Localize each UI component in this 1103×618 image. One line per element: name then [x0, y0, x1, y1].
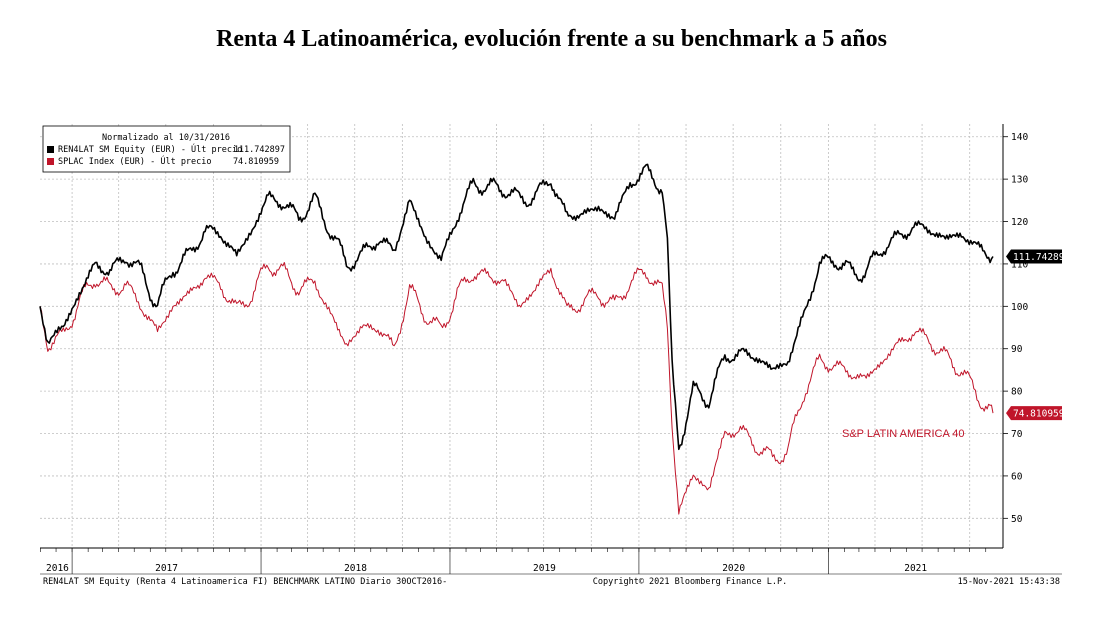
legend-value-ren4lat: 111.742897: [234, 145, 285, 155]
y-tick-label: 60: [1011, 471, 1023, 482]
y-tick-label: 110: [1011, 259, 1028, 270]
footer-timestamp: 15-Nov-2021 15:43:38: [958, 577, 1060, 587]
last-price-label-splac: 74.810959: [1006, 406, 1065, 421]
y-tick-label: 120: [1011, 217, 1028, 228]
last-price-label-ren4lat: 111.742897: [1006, 249, 1070, 264]
y-tick-label: 90: [1011, 344, 1023, 355]
y-tick-label: 100: [1011, 302, 1028, 313]
x-year-label: 2017: [155, 563, 178, 574]
chart-title: Renta 4 Latinoamérica, evolución frente …: [216, 26, 887, 52]
last-price-ren4lat: 111.742897: [1013, 252, 1070, 263]
y-tick-label: 70: [1011, 429, 1023, 440]
legend-label-splac: SPLAC Index (EUR) - Últ precio: [58, 155, 212, 167]
last-price-splac: 74.810959: [1013, 409, 1065, 420]
y-tick-label: 140: [1011, 132, 1028, 143]
legend-value-splac: 74.810959: [233, 157, 279, 167]
x-axis: 2016 2017 2018 2019 2020 2021: [40, 548, 987, 574]
splac-annotation: S&P LATIN AMERICA 40: [842, 428, 964, 440]
legend-swatch-ren4lat: [47, 146, 54, 153]
series-line-splac: [39, 262, 994, 515]
y-axis: 50 60 70 80 90 100 110 120 130 140: [1002, 124, 1028, 548]
legend: Normalizado al 10/31/2016 REN4LAT SM Equ…: [42, 125, 291, 173]
legend-label-ren4lat: REN4LAT SM Equity (EUR) - Últ precio: [58, 143, 242, 155]
series-ren4lat: [39, 163, 994, 451]
legend-box: [42, 125, 291, 173]
x-year-label: 2018: [344, 563, 367, 574]
y-tick-label: 130: [1011, 175, 1028, 186]
series-splac: [39, 262, 994, 515]
footer-copyright: Copyright© 2021 Bloomberg Finance L.P.: [593, 577, 787, 587]
y-tick-label: 50: [1011, 514, 1023, 525]
x-year-label: 2020: [722, 563, 745, 574]
legend-header: Normalizado al 10/31/2016: [102, 133, 230, 143]
x-year-label: 2021: [904, 563, 927, 574]
footer-left: REN4LAT SM Equity (Renta 4 Latinoamerica…: [43, 577, 447, 587]
series-line-ren4lat: [39, 163, 994, 451]
legend-swatch-splac: [47, 158, 54, 165]
plot-area: [40, 124, 1003, 548]
x-year-label: 2016: [46, 563, 69, 574]
x-year-label: 2019: [533, 563, 556, 574]
y-tick-label: 80: [1011, 387, 1023, 398]
